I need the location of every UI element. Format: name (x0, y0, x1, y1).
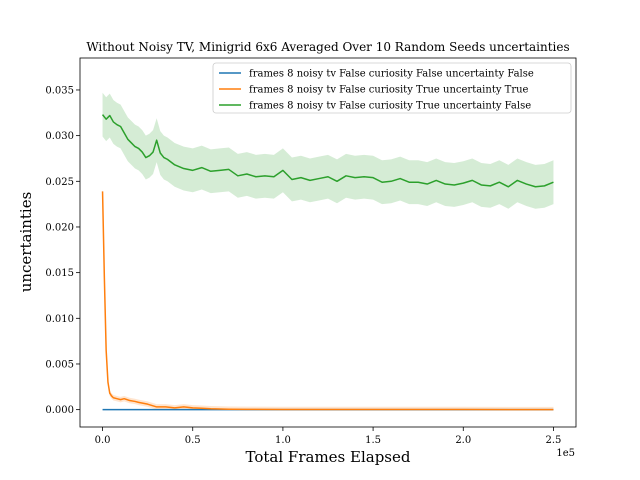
legend-label-1: frames 8 noisy tv False curiosity False … (249, 69, 534, 80)
legend: frames 8 noisy tv False curiosity False … (212, 62, 572, 114)
y-tick-label: 0.030 (45, 131, 74, 142)
confidence-bands (102, 92, 554, 410)
series-line-2 (101, 191, 554, 411)
y-tick-label: 0.005 (45, 359, 74, 370)
y-tick-label: 0.035 (45, 85, 74, 96)
x-tick-label: 2.5 (546, 435, 562, 446)
x-tick-label: 0.0 (95, 435, 111, 446)
legend-box (212, 62, 572, 114)
series-line-3 (101, 114, 554, 188)
y-tick-label: 0.010 (45, 314, 74, 325)
y-axis-label: uncertainties (17, 192, 35, 293)
y-tick-label: 0.020 (45, 222, 74, 233)
x-axis-ticks: 0.0 0.5 1.0 1.5 2.0 2.5 (95, 427, 562, 446)
x-axis-label: Total Frames Elapsed (246, 448, 411, 466)
x-axis-scale-multiplier: 1e5 (556, 448, 575, 459)
y-tick-label: 0.025 (45, 177, 74, 188)
x-tick-label: 2.0 (455, 435, 471, 446)
x-tick-label: 0.5 (185, 435, 201, 446)
y-axis-ticks: 0.000 0.005 0.010 0.015 0.020 0.025 0.030 0.035 (45, 85, 80, 416)
chart-title: Without Noisy TV, Minigrid 6x6 Averaged … (86, 40, 569, 54)
series-band-3 (102, 92, 554, 209)
x-tick-label: 1.5 (365, 435, 381, 446)
series-band-2 (102, 188, 554, 410)
legend-label-3: frames 8 noisy tv False curiosity True u… (249, 101, 531, 112)
x-tick-label: 1.0 (275, 435, 291, 446)
y-tick-label: 0.015 (45, 268, 74, 279)
series-lines (101, 114, 554, 411)
y-tick-label: 0.000 (45, 405, 74, 416)
legend-label-2: frames 8 noisy tv False curiosity True u… (249, 85, 529, 96)
axes-frame (79, 57, 577, 428)
